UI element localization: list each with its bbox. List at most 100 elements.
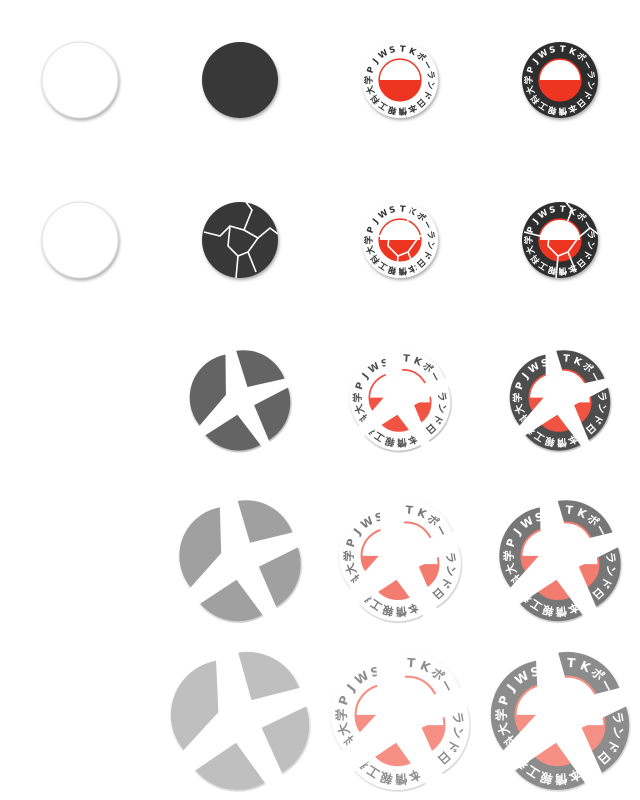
- arc-character: ラ: [443, 693, 459, 707]
- badge-fragment: [235, 350, 287, 388]
- arc-character: T: [399, 44, 406, 54]
- arc-character: ラ: [603, 551, 618, 564]
- arc-character: S: [540, 357, 550, 369]
- arc-character: ラ: [610, 711, 626, 725]
- arc-character: S: [548, 45, 556, 56]
- arc-character: T: [565, 503, 574, 517]
- cell-breaking-light-badge: 学PJWSTKポーランド日本情報工科大学PJWSTKポーランド日本情報工科大学P…: [349, 350, 451, 451]
- arc-character: ラ: [420, 543, 435, 556]
- arc-character: 大: [525, 570, 542, 585]
- badge-ring: [395, 350, 447, 388]
- arc-character: 大: [364, 84, 377, 96]
- emblem-red-half: [414, 402, 431, 427]
- arc-character: J: [370, 217, 380, 226]
- arc-character: S: [373, 510, 384, 525]
- arc-character: P: [336, 694, 352, 707]
- arc-character: S: [369, 664, 381, 680]
- arc-character: P: [365, 226, 376, 235]
- emblem-white: [397, 675, 439, 701]
- emblem-red-half: [578, 564, 599, 592]
- dark-disc: [202, 202, 278, 278]
- crack-line: [567, 251, 577, 273]
- arc-character: ド: [444, 737, 462, 754]
- badge-ring: [397, 500, 455, 543]
- cell-cracked-white-disc: [41, 201, 119, 279]
- arc-character: W: [367, 361, 382, 376]
- crack-line: [395, 255, 399, 279]
- arc-character: W: [534, 660, 553, 679]
- cell-shattering-light-badge: 学PJWSTKポーランド日本情報工科大学PJWSTKポーランド日本情報工科大学P…: [339, 500, 461, 622]
- arc-character: ラ: [435, 391, 448, 403]
- arc-character: 日: [576, 592, 593, 609]
- badge-ring: [418, 546, 461, 609]
- badge-fragment: [258, 546, 301, 609]
- emblem-white: [557, 521, 595, 543]
- arc-character: ン: [435, 402, 447, 414]
- arc-character: ン: [610, 725, 626, 739]
- arc-character: 日: [406, 738, 425, 757]
- arc-character: ド: [438, 575, 455, 591]
- emblem-red-half: [574, 402, 591, 427]
- arc-character: 工: [353, 743, 371, 761]
- arc-character: 日: [418, 758, 437, 777]
- arc-character: S: [548, 205, 556, 216]
- arc-character: W: [541, 678, 560, 697]
- arc-character: 学: [364, 235, 375, 244]
- emblem-white: [395, 369, 429, 388]
- arc-character: ン: [450, 725, 466, 739]
- arc-character: 情: [397, 265, 408, 277]
- arc-character: ラ: [584, 70, 595, 80]
- emblem-red-half: [421, 725, 445, 756]
- arc-character: ラ: [580, 543, 595, 556]
- arc-character: 情: [557, 105, 568, 117]
- arc-character: 情: [557, 265, 568, 277]
- arc-character: ン: [443, 564, 458, 577]
- arc-character: P: [344, 537, 359, 549]
- arc-character: T: [545, 664, 555, 679]
- arc-character: S: [383, 526, 394, 541]
- arc-character: W: [381, 678, 400, 697]
- arc-character: 工: [519, 580, 535, 597]
- arc-character: P: [354, 381, 367, 391]
- arc-character: P: [496, 694, 512, 707]
- arc-character: T: [566, 656, 576, 671]
- arc-character: P: [365, 66, 376, 75]
- arc-character: 日: [435, 748, 454, 767]
- arc-character: 日: [407, 577, 424, 594]
- arc-character: 報: [386, 103, 397, 116]
- arc-character: W: [541, 522, 558, 540]
- arc-character: 大: [363, 731, 381, 748]
- arc-character: P: [514, 381, 527, 391]
- arc-character: 報: [383, 434, 396, 449]
- arc-character: 日: [416, 592, 433, 609]
- badge-ring: [421, 705, 470, 775]
- cell-scattered-dark-disc: [170, 651, 310, 790]
- arc-character: K: [407, 46, 417, 58]
- arc-character: 情: [555, 604, 567, 619]
- emblem-red-half: [379, 80, 421, 101]
- arc-character: T: [548, 510, 557, 524]
- crack-line: [563, 226, 599, 239]
- crack-line: [407, 251, 417, 273]
- crack-line: [243, 226, 279, 239]
- arc-character: T: [385, 664, 395, 679]
- emblem-red-half: [581, 725, 605, 756]
- arc-character: 科: [362, 724, 382, 743]
- arc-character: ン: [603, 564, 618, 577]
- arc-character: ラ: [581, 700, 597, 714]
- arc-character: W: [352, 668, 371, 687]
- arc-character: J: [370, 57, 380, 66]
- crack-line: [203, 201, 253, 237]
- arc-character: 大: [364, 244, 377, 256]
- arc-character: 日: [595, 748, 614, 767]
- arc-character: J: [360, 371, 372, 381]
- arc-character: 日: [578, 758, 597, 777]
- arc-character: ド: [604, 737, 622, 754]
- arc-character: S: [385, 367, 395, 379]
- arc-character: 情: [396, 436, 408, 450]
- cell-shattering-dark-disc: [179, 500, 301, 622]
- arc-character: 報: [386, 263, 397, 276]
